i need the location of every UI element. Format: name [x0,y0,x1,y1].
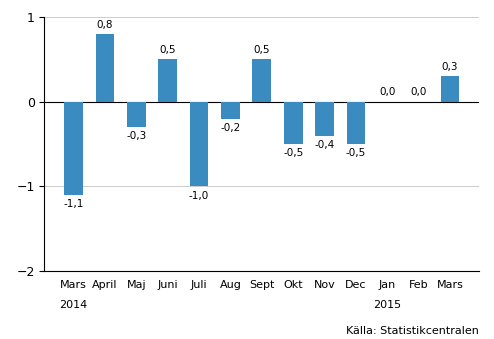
Bar [441,76,459,102]
Text: -0,5: -0,5 [283,148,303,158]
Bar [221,102,240,119]
Bar [127,102,146,127]
Text: -0,5: -0,5 [346,148,366,158]
Bar [315,102,334,136]
Bar [64,102,83,195]
Text: -1,0: -1,0 [189,191,209,201]
Text: -0,4: -0,4 [314,140,334,150]
Text: 0,3: 0,3 [442,62,458,72]
Bar [252,59,271,102]
Bar [158,59,177,102]
Text: 0,5: 0,5 [160,45,176,55]
Bar [95,34,115,102]
Text: -0,3: -0,3 [126,132,147,141]
Text: 0,0: 0,0 [411,87,427,98]
Text: 2015: 2015 [373,300,401,310]
Text: 0,0: 0,0 [379,87,396,98]
Bar [284,102,303,144]
Text: 0,5: 0,5 [253,45,270,55]
Bar [346,102,366,144]
Text: Källa: Statistikcentralen: Källa: Statistikcentralen [346,326,479,336]
Text: -0,2: -0,2 [220,123,241,133]
Text: -1,1: -1,1 [63,199,84,209]
Bar [190,102,208,186]
Text: 0,8: 0,8 [97,20,113,30]
Text: 2014: 2014 [59,300,88,310]
